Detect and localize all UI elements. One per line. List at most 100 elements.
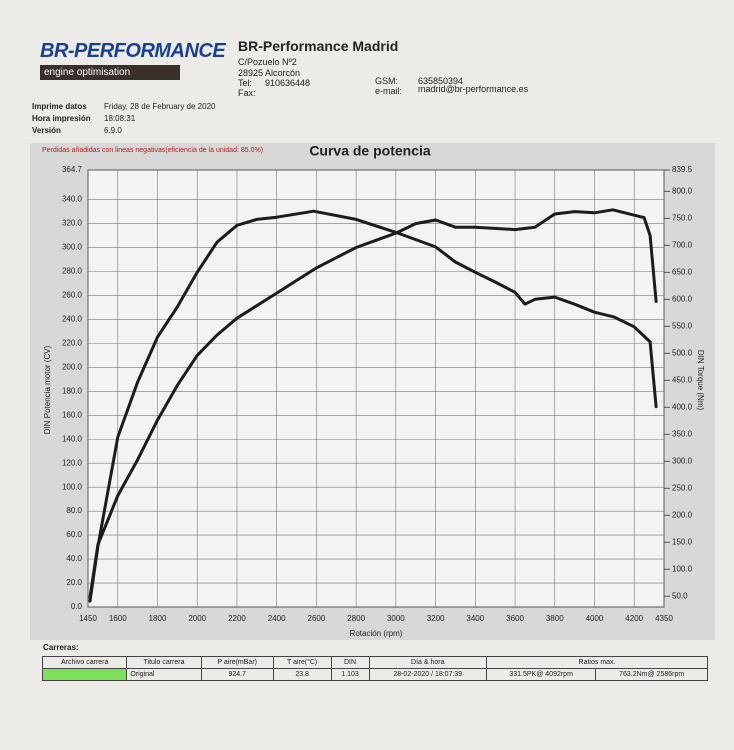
x-tick-label: 3200 [427, 614, 445, 623]
y-tick-label: 240.0 [62, 315, 83, 324]
address: C/Pozuelo Nº2 [238, 57, 297, 67]
y-tick-label: 160.0 [62, 410, 83, 419]
y-tick-label: 20.0 [66, 578, 82, 587]
y-tick-label: 320.0 [62, 219, 83, 228]
y2-tick-label: 450.0 [672, 375, 693, 384]
x-tick-label: 2200 [228, 614, 246, 623]
cell: 924.7 [200, 668, 274, 681]
column-header: Titulo carrera [126, 656, 202, 669]
data-line [88, 208, 658, 599]
column-header: P aire(mBar) [200, 656, 274, 669]
y-tick-label: 200.0 [62, 362, 83, 371]
runs-table-wrap: Archivo carrera Titulo carrera P aire(mBar… [41, 656, 708, 681]
phone: 910636448 [265, 78, 311, 88]
y2-tick-label: 100.0 [672, 564, 693, 573]
y-tick-label: 300.0 [62, 243, 83, 252]
info-label: Hora impresión [32, 114, 91, 123]
y-tick-label: 340.0 [62, 195, 83, 204]
y-tick-label: 100.0 [62, 482, 83, 491]
x-tick-label: 4200 [625, 614, 643, 623]
x-tick-label: 3600 [506, 614, 524, 623]
y2-tick-label: 150.0 [672, 537, 693, 546]
y-tick-label: 180.0 [62, 386, 83, 395]
y2-tick-label: 839.5 [672, 165, 693, 174]
logo: BR-PERFORMANCE engine optimisation [40, 40, 226, 80]
y2-tick-label: 200.0 [672, 510, 693, 519]
x-axis-label: Rotación (rpm) [350, 629, 403, 638]
y-tick-label: 60.0 [66, 530, 82, 539]
y2-tick-label: 600.0 [672, 294, 693, 303]
column-header: DIN [330, 656, 370, 669]
runs-table: Archivo carrera Titulo carrera P aire(mBar… [41, 656, 708, 681]
y2-tick-label: 350.0 [672, 429, 693, 438]
x-tick-label: 2400 [268, 614, 286, 623]
info-value: 18:08:31 [104, 114, 136, 123]
x-tick-label: 3800 [546, 614, 564, 623]
cell: 1.103 [330, 668, 370, 681]
plot-area [87, 169, 665, 608]
x-tick-label: 2800 [347, 614, 365, 623]
cell [41, 668, 128, 681]
label: e-mail: [375, 86, 403, 96]
y2-tick-label: 650.0 [672, 267, 693, 276]
company-name: BR-Performance Madrid [238, 38, 399, 54]
address: 28925 Alcorcón [238, 68, 301, 78]
logo-subtitle: engine optimisation [40, 65, 180, 80]
y-tick-label: 120.0 [62, 458, 83, 467]
x-tick-label: 2600 [308, 614, 326, 623]
x-tick-label: 3000 [387, 614, 405, 623]
y2-tick-label: 750.0 [672, 213, 693, 222]
y2-tick-label: 50.0 [672, 591, 688, 600]
column-header: T aire(°C) [272, 656, 332, 669]
info-value: Friday, 28 de February de 2020 [104, 102, 216, 111]
y2-tick-label: 500.0 [672, 348, 693, 357]
cell: 763.2Nm@ 2586rpm [595, 668, 708, 681]
y-tick-label: 40.0 [66, 554, 82, 563]
cell: Original [126, 668, 202, 681]
info-label: Imprime datos [32, 102, 87, 111]
x-tick-label: 1800 [149, 614, 167, 623]
label: GSM: [375, 76, 399, 86]
y-tick-label: 280.0 [62, 267, 83, 276]
y2-tick-label: 300.0 [672, 456, 693, 465]
y2-tick-label: 700.0 [672, 240, 693, 249]
info-label: Versión [32, 126, 61, 135]
label: Fax: [238, 88, 256, 98]
chart-title: Curva de potencia [309, 143, 431, 159]
logo-title: BR-PERFORMANCE [40, 40, 226, 62]
header-row: Archivo carrera Titulo carrera P aire(mBar… [41, 656, 708, 669]
y2-tick-label: 550.0 [672, 321, 693, 330]
phone: 635850394 [418, 76, 464, 86]
y-tick-label: 220.0 [62, 338, 83, 347]
column-header: Ratios max. [486, 656, 708, 669]
x-tick-label: 4000 [586, 614, 604, 623]
column-header: Día & hora [368, 656, 488, 669]
y-axis-label: DIN Potencia motor (CV) [43, 345, 52, 434]
data-line [88, 209, 658, 603]
y-tick-label: 0.0 [71, 602, 83, 611]
y-tick-label: 140.0 [62, 434, 83, 443]
y2-tick-label: 250.0 [672, 483, 693, 492]
runs-title: Carreras: [43, 643, 79, 652]
x-tick-label: 2000 [188, 614, 206, 623]
y2-tick-label: 800.0 [672, 186, 693, 195]
column-header: Archivo carrera [41, 656, 128, 669]
y-tick-label: 364.7 [62, 165, 83, 174]
cell: 28-02-2020 / 18:07:39 [368, 668, 488, 681]
table-row: Original 924.7 23.8 1.103 28-02-2020 / 18:07… [41, 668, 708, 681]
email: madrid@br-performance.es [418, 84, 529, 94]
chart-subtitle: Perdidas añadidas con lineas negativas(e… [42, 147, 263, 154]
y-tick-label: 80.0 [66, 506, 82, 515]
x-tick-label: 4350 [655, 614, 673, 623]
y2-axis-label: DIN Torque (Nm) [696, 350, 705, 411]
cell: 331.5PK@ 4092rpm [486, 668, 597, 681]
x-tick-label: 3400 [466, 614, 484, 623]
cell: 23.8 [272, 668, 332, 681]
x-tick-label: 1600 [109, 614, 127, 623]
info-value: 6.9.0 [104, 126, 122, 135]
x-tick-label: 1450 [79, 614, 97, 623]
label: Tel: [238, 78, 253, 88]
y2-tick-label: 400.0 [672, 402, 693, 411]
